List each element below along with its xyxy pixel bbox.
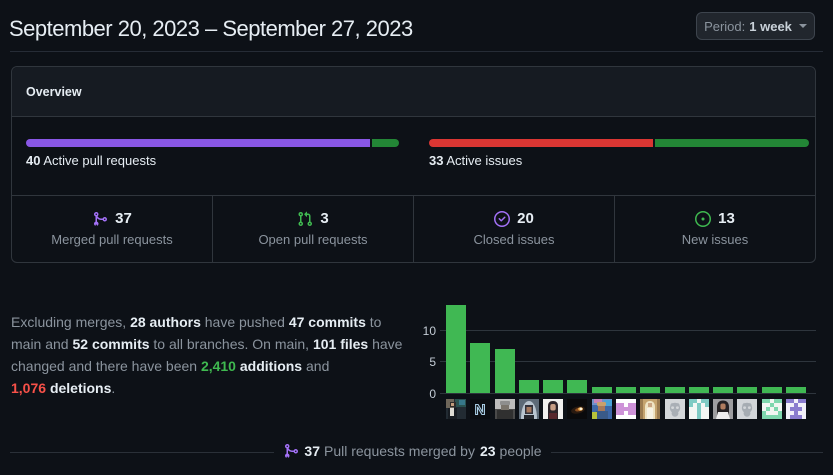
svg-text:N: N <box>475 402 486 419</box>
